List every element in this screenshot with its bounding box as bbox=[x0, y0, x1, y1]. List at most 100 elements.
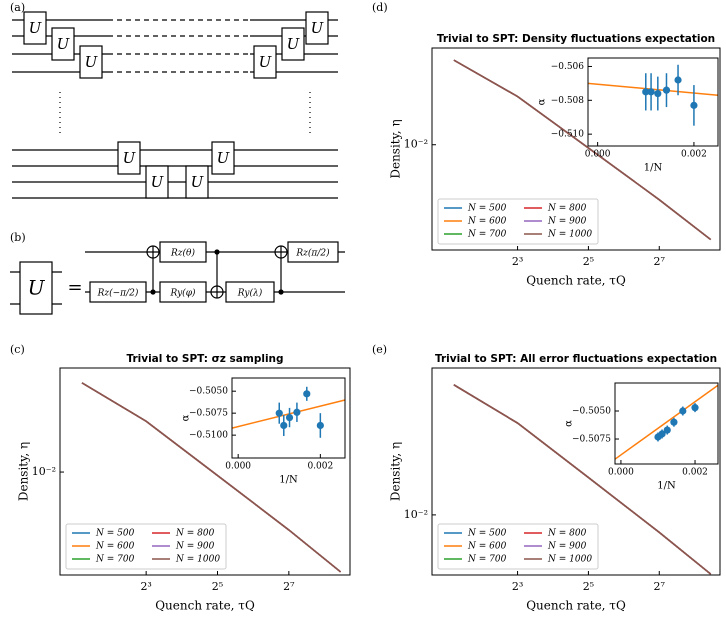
point bbox=[674, 76, 682, 84]
block-gate-label: U bbox=[28, 276, 46, 300]
x-tick-label: 2⁷ bbox=[283, 580, 295, 593]
cnot-target-cross bbox=[211, 286, 223, 298]
y-axis-label: Density, η bbox=[389, 119, 403, 178]
panel-label: (a) bbox=[10, 1, 25, 14]
plot-frame bbox=[431, 367, 721, 576]
plot-frame bbox=[587, 57, 719, 147]
cnot-target-cross bbox=[147, 246, 159, 258]
point bbox=[293, 408, 301, 416]
gate bbox=[51, 27, 75, 61]
gate bbox=[305, 11, 329, 45]
panel-label: (e) bbox=[372, 343, 387, 356]
legend-label: N = 900 bbox=[547, 217, 587, 227]
legend-label: N = 800 bbox=[547, 529, 587, 539]
gate-label: U bbox=[311, 19, 325, 37]
gate-label: U bbox=[57, 35, 71, 53]
x-tick-label: 2⁵ bbox=[212, 580, 223, 593]
y-tick-label: −0.508 bbox=[551, 96, 585, 106]
x-tick-label: 2⁵ bbox=[583, 255, 594, 268]
y-axis-label: α bbox=[564, 420, 575, 427]
point bbox=[647, 88, 655, 96]
gate bbox=[253, 45, 277, 79]
chart-title: Trivial to SPT: Density fluctuations exp… bbox=[437, 33, 715, 45]
equals-sign: = bbox=[67, 277, 82, 298]
x-tick-label: 0.000 bbox=[585, 150, 611, 160]
legend-box bbox=[65, 523, 227, 570]
rotation-gate-label: Ry(φ) bbox=[169, 288, 196, 299]
x-tick-label: 0.002 bbox=[307, 462, 333, 472]
y-tick-label: −0.5075 bbox=[572, 435, 611, 445]
y-tick-label: −0.5100 bbox=[189, 431, 228, 441]
x-tick-label: 2⁵ bbox=[583, 580, 594, 593]
x-tick-label: 2³ bbox=[140, 580, 151, 593]
cnot-control bbox=[214, 249, 220, 255]
x-tick-label: 0.002 bbox=[682, 468, 708, 478]
fit-line bbox=[231, 399, 346, 429]
rotation-gate bbox=[159, 281, 207, 303]
plot-frame bbox=[431, 47, 721, 251]
legend-label: N = 600 bbox=[467, 542, 507, 552]
legend-label: N = 500 bbox=[467, 204, 507, 214]
legend-label: N = 500 bbox=[95, 529, 135, 539]
x-tick-label: 0.000 bbox=[608, 468, 634, 478]
point bbox=[670, 418, 678, 426]
point bbox=[654, 89, 662, 98]
y-tick-label: 10⁻² bbox=[32, 465, 56, 478]
cnot-target-cross bbox=[275, 246, 287, 258]
panel-label: (b) bbox=[10, 231, 26, 244]
legend-label: N = 700 bbox=[467, 230, 507, 240]
point bbox=[303, 390, 311, 398]
plot-frame bbox=[231, 377, 346, 459]
series-line bbox=[81, 382, 342, 573]
point bbox=[275, 409, 283, 417]
point bbox=[280, 421, 288, 430]
legend-label: N = 700 bbox=[95, 555, 135, 565]
x-tick-label: 0.000 bbox=[225, 462, 251, 472]
legend-label: N = 600 bbox=[95, 542, 135, 552]
block-gate bbox=[19, 261, 53, 315]
cnot-control bbox=[278, 289, 284, 295]
legend-label: N = 1000 bbox=[547, 555, 592, 565]
gate-label: U bbox=[259, 53, 273, 71]
plot-frame bbox=[59, 367, 351, 576]
chart-title: Trivial to SPT: σz sampling bbox=[126, 353, 283, 365]
legend-label: N = 1000 bbox=[175, 555, 220, 565]
y-tick-label: −0.5050 bbox=[189, 387, 228, 397]
legend-label: N = 900 bbox=[175, 542, 215, 552]
x-axis-label: 1/N bbox=[644, 163, 663, 174]
y-axis-label: Density, η bbox=[389, 442, 403, 501]
x-axis-label: Quench rate, τQ bbox=[155, 599, 255, 613]
fit-line bbox=[614, 384, 719, 460]
point bbox=[642, 88, 650, 96]
series-line bbox=[453, 384, 712, 575]
gate bbox=[79, 45, 103, 79]
legend-label: N = 900 bbox=[547, 542, 587, 552]
x-axis-label: 1/N bbox=[279, 475, 298, 486]
gate bbox=[185, 165, 209, 199]
gate-label: U bbox=[287, 35, 301, 53]
cnot-control bbox=[150, 289, 156, 295]
point bbox=[691, 404, 699, 412]
rotation-gate bbox=[89, 281, 147, 303]
gate bbox=[117, 141, 141, 175]
plot-area bbox=[615, 383, 718, 464]
gate-label: U bbox=[85, 53, 99, 71]
point bbox=[316, 421, 324, 430]
rotation-gate bbox=[287, 241, 339, 263]
x-tick-label: 2³ bbox=[512, 255, 523, 268]
plot-area bbox=[588, 58, 718, 146]
legend-label: N = 800 bbox=[547, 204, 587, 214]
rotation-gate bbox=[159, 241, 207, 263]
rotation-gate-label: Ry(λ) bbox=[237, 288, 263, 299]
panel-label: (c) bbox=[10, 343, 25, 356]
y-tick-label: −0.506 bbox=[551, 62, 585, 72]
point bbox=[285, 413, 294, 422]
chart-title: Trivial to SPT: All error fluctuations e… bbox=[435, 353, 717, 365]
legend-label: N = 600 bbox=[467, 217, 507, 227]
gate-label: U bbox=[123, 149, 137, 167]
y-axis-label: α bbox=[181, 414, 192, 421]
x-axis-label: Quench rate, τQ bbox=[526, 274, 626, 288]
series-line bbox=[453, 59, 712, 241]
y-axis-label: α bbox=[537, 98, 548, 105]
legend-label: N = 500 bbox=[467, 529, 507, 539]
